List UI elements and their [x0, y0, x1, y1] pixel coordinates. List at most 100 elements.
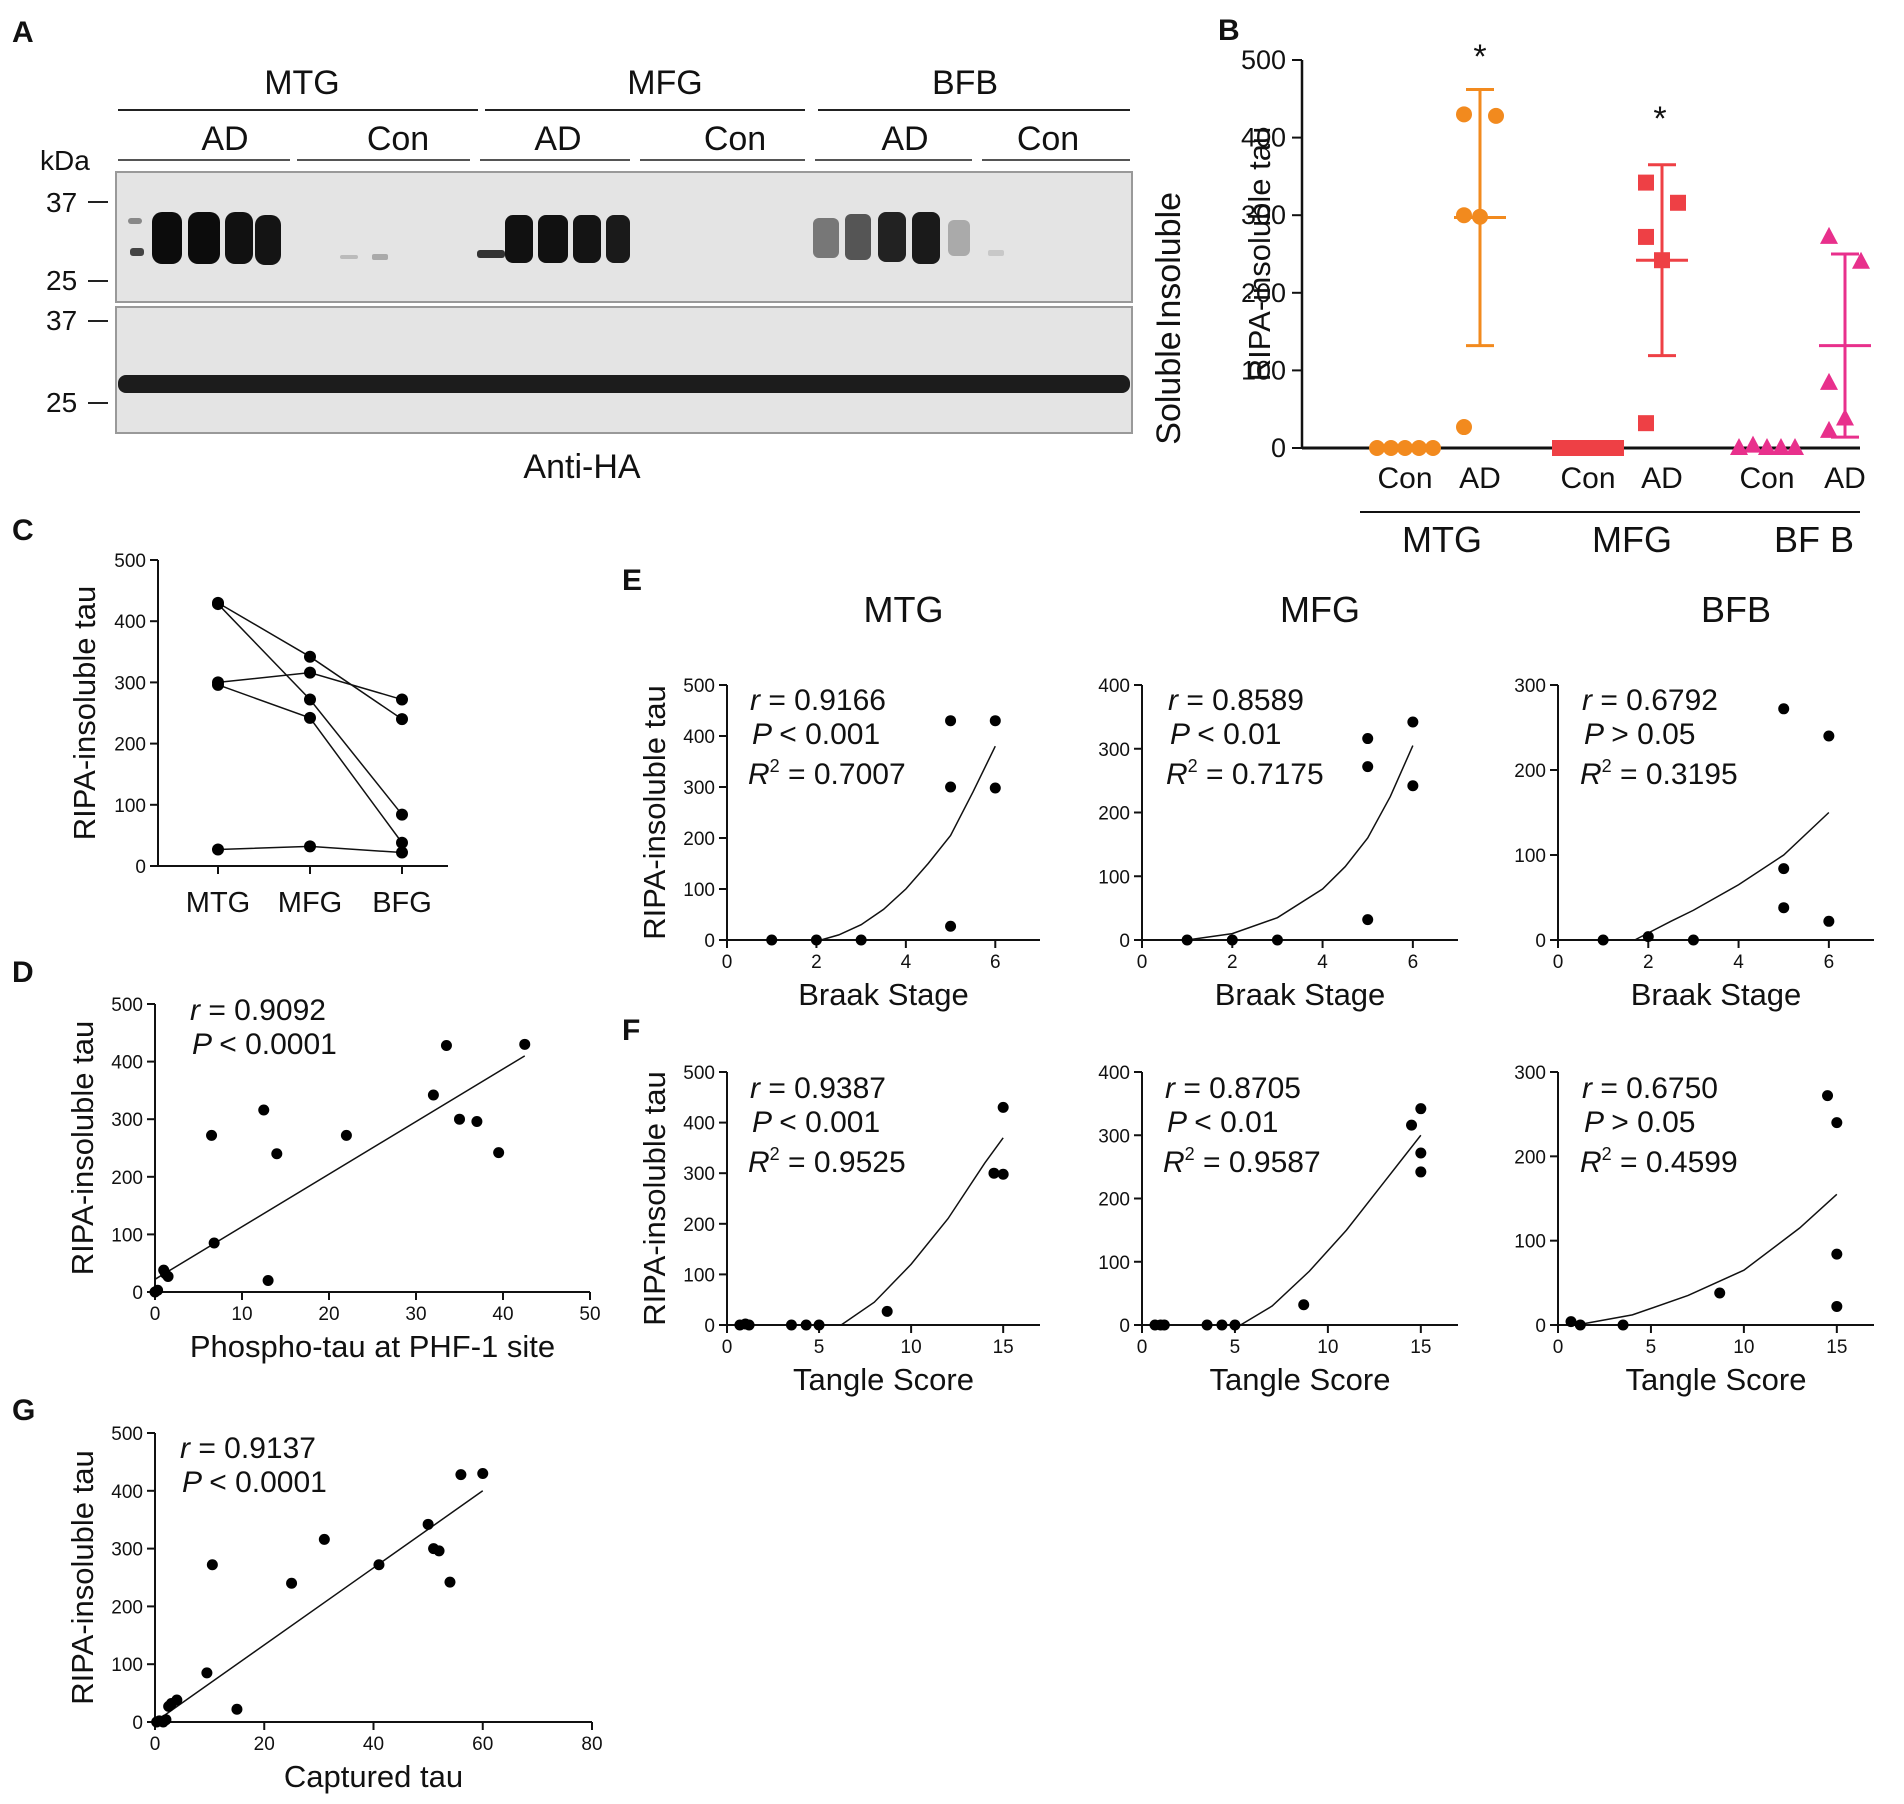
data-point: [1369, 440, 1385, 456]
data-point: [1362, 914, 1374, 926]
stat-p-value: < 0.0001: [209, 1466, 327, 1499]
y-tick-label: 0: [1535, 931, 1546, 952]
x-tick-label: 2: [1227, 952, 1238, 973]
stat-p-symbol: P: [192, 1028, 219, 1061]
stat-r2: R2 = 0.7175: [1166, 756, 1324, 791]
data-point: [262, 1274, 274, 1286]
y-tick-label: 0: [1535, 1316, 1546, 1337]
data-point: [1411, 440, 1427, 456]
stat-r2-symbol: R: [1580, 1146, 1602, 1179]
data-point: [1226, 934, 1238, 946]
x-tick-label: 4: [1733, 952, 1744, 973]
fit-line: [1576, 1193, 1838, 1326]
data-point: [477, 1467, 489, 1479]
data-point: [1820, 226, 1838, 244]
x-tick-label: 40: [492, 1304, 513, 1325]
data-point: [1565, 1316, 1577, 1328]
panel-letter-f: F: [622, 1014, 640, 1047]
stat-p-value: < 0.0001: [219, 1028, 337, 1061]
stat-p-symbol: P: [182, 1466, 209, 1499]
fit-line: [1634, 811, 1830, 941]
data-point: [471, 1116, 483, 1128]
data-point: [1638, 174, 1654, 191]
data-point: [318, 1533, 330, 1545]
y-tick-label: 300: [683, 778, 715, 799]
x-axis-label: Braak Stage: [798, 977, 969, 1012]
data-point: [1456, 419, 1472, 436]
fit-line: [820, 745, 996, 941]
data-point: [1820, 372, 1838, 390]
data-point: [997, 1168, 1009, 1180]
soluble-blot: [115, 306, 1133, 434]
fit-line: [154, 1490, 484, 1723]
fit-line: [1187, 745, 1414, 941]
stat-r2-symbol: R: [1163, 1146, 1185, 1179]
stat-p-symbol: P: [752, 1106, 779, 1139]
data-point: [1271, 934, 1283, 946]
data-point: [304, 711, 316, 724]
data-point: [212, 598, 224, 611]
data-point: [396, 846, 408, 859]
stat-r: r = 0.9092: [190, 994, 326, 1027]
x-tick-label: 10: [1317, 1337, 1338, 1358]
stat-p-value: < 0.001: [779, 718, 880, 751]
panel-e-bfb-scatter: 0 2 4 6 0 100 200 300 Braak Stage BFB r = 0.6792P …: [1514, 589, 1874, 1012]
data-point: [810, 934, 822, 946]
x-tick-label: 2: [811, 952, 822, 973]
stat-r-symbol: r: [1582, 1072, 1600, 1105]
stat-r2-superscript: 2: [1602, 1144, 1612, 1164]
y-tick-label: 400: [683, 1114, 715, 1135]
stat-r2: R2 = 0.3195: [1580, 756, 1738, 791]
data-point: [444, 1576, 456, 1588]
stat-r2-symbol: R: [748, 1146, 770, 1179]
stat-r-symbol: r: [180, 1432, 198, 1465]
x-tick-label: 30: [405, 1304, 426, 1325]
data-point: [1638, 228, 1654, 245]
blot-group-label: AD: [881, 120, 928, 158]
panel-f-bfb-scatter: 0 5 10 15 0 100 200 300 Tangle Score r = 0.6750P …: [1514, 1063, 1874, 1397]
stat-r2: R2 = 0.9587: [1163, 1144, 1321, 1179]
x-axis-label: Tangle Score: [1626, 1362, 1807, 1397]
panel-letter-e: E: [622, 564, 642, 597]
data-point: [989, 715, 1001, 727]
panel-letter-b: B: [1218, 14, 1240, 47]
panel-letter-g: G: [12, 1394, 35, 1427]
y-tick-label: 100: [683, 1265, 715, 1286]
stat-p: P < 0.001: [752, 1106, 880, 1139]
y-axis-label: RIPA-insoluble tau: [67, 586, 102, 840]
stat-r-value: = 0.8705: [1183, 1072, 1301, 1105]
y-tick-label: 300: [1514, 676, 1546, 697]
stat-r: r = 0.8589: [1168, 684, 1304, 717]
stat-r2-value: = 0.9587: [1195, 1146, 1321, 1179]
data-point: [396, 713, 408, 726]
x-axis-label: Braak Stage: [1631, 977, 1802, 1012]
stat-r-symbol: r: [750, 684, 768, 717]
x-tick-label: MFG: [278, 887, 342, 919]
y-tick-label: 400: [1241, 123, 1286, 153]
stat-p-symbol: P: [1584, 1106, 1611, 1139]
data-point: [201, 1667, 213, 1679]
data-point: [1298, 1299, 1310, 1311]
stat-r-value: = 0.9387: [768, 1072, 886, 1105]
data-point: [1822, 1090, 1834, 1102]
fit-line: [1240, 1134, 1422, 1326]
y-tick-label: 200: [111, 1597, 143, 1618]
data-point: [212, 843, 224, 856]
significance-star: *: [1653, 100, 1666, 138]
blot-group-label: AD: [201, 120, 248, 158]
data-point: [766, 934, 778, 946]
stat-p-symbol: P: [752, 718, 779, 751]
x-axis-label: Braak Stage: [1215, 977, 1386, 1012]
x-tick-label: 50: [579, 1304, 600, 1325]
y-axis-label: RIPA-insoluble tau: [1242, 127, 1277, 381]
data-point: [1362, 761, 1374, 773]
stat-r-symbol: r: [750, 1072, 768, 1105]
data-point: [231, 1703, 243, 1715]
data-point: [1397, 440, 1413, 456]
stat-r: r = 0.6750: [1582, 1072, 1718, 1105]
x-tick-label: Con: [1560, 462, 1615, 495]
x-tick-label: 6: [990, 952, 1001, 973]
stat-r: r = 0.8705: [1165, 1072, 1301, 1105]
y-tick-label: 200: [1098, 804, 1130, 825]
stat-r: r = 0.9166: [750, 684, 886, 717]
